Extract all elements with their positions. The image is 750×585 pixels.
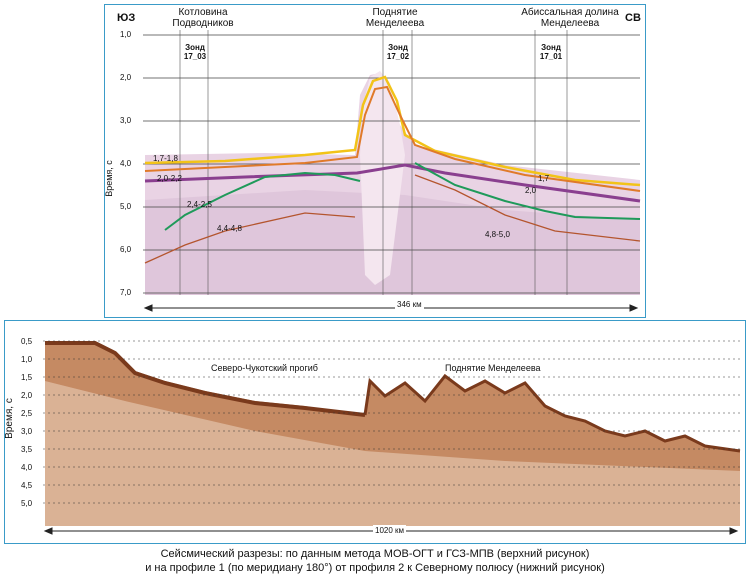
top-gridlines [143, 34, 640, 294]
reflector-brown-right [414, 174, 641, 242]
bottom-y-tick: 1,0 [21, 355, 33, 364]
top-direction-left: ЮЗ [117, 12, 136, 24]
bottom-y-tick: 2,0 [21, 391, 33, 400]
bottom-gridlines [43, 340, 740, 504]
top-y-tick: 3,0 [120, 116, 132, 125]
top-section-graphic [143, 30, 641, 312]
top-y-tick: 2,0 [120, 73, 132, 82]
bottom-y-tick: 3,5 [21, 445, 33, 454]
bottom-y-tick: 5,0 [21, 499, 33, 508]
bottom-seismic-ridges [363, 373, 741, 453]
caption-line-2: и на профиле 1 (по меридиану 180°) от пр… [145, 562, 605, 574]
top-direction-right: СВ [625, 12, 641, 24]
sonde-label-17-02: Зонд 17_02 [386, 43, 410, 61]
region-label-mendeleev-valley: Абиссальная долина Менделеева [521, 7, 619, 29]
velocity-label: 4,8-5,0 [485, 230, 510, 239]
top-distance-arrow [143, 304, 639, 312]
caption-line-1: Сейсмический разрезы: по данным метода М… [160, 548, 590, 560]
top-y-axis-label: Время, с [103, 160, 114, 197]
region-label-podvodnikov: Котловина Подводников [172, 7, 234, 29]
sonde-label-17-03: Зонд 17_03 [183, 43, 207, 61]
reflector-green-right [414, 162, 641, 220]
reflector-orange [144, 85, 641, 192]
top-y-tick: 4,0 [120, 159, 132, 168]
top-distance-label: 346 км [395, 299, 424, 310]
velocity-label: 4,4-4,8 [217, 224, 242, 233]
bottom-y-tick: 3,0 [21, 427, 33, 436]
bottom-y-tick: 2,5 [21, 409, 33, 418]
top-y-tick: 1,0 [120, 30, 132, 39]
bottom-y-tick: 4,5 [21, 481, 33, 490]
bottom-distance-label: 1020 км [373, 525, 407, 536]
top-y-tick: 7,0 [120, 288, 132, 297]
bottom-seismic-deep [45, 381, 740, 526]
region-label-north-chukotka: Северо-Чукотский прогиб [211, 363, 318, 373]
velocity-label: 1,7-1,8 [153, 154, 178, 163]
bottom-seismic-band [45, 341, 366, 417]
region-label-mendeleev-rise-bottom: Поднятие Менделеева [445, 363, 541, 373]
region-label-mendeleev-rise: Поднятие Менделеева [365, 7, 425, 29]
reflector-green [164, 171, 361, 231]
bottom-y-axis-label: Время, с [3, 398, 15, 439]
top-y-tick: 5,0 [120, 202, 132, 211]
figure-caption: Сейсмический разрезы: по данным метода М… [0, 547, 750, 575]
velocity-label: 2,0-2,2 [157, 174, 182, 183]
velocity-label: 1,7 [538, 174, 550, 183]
reflector-brown-deep [144, 212, 356, 264]
top-y-tick: 6,0 [120, 245, 132, 254]
bottom-seismic-section: Время, с 0,5 1,0 1,5 2,0 2,5 3,0 3,5 4,0… [4, 320, 746, 544]
bottom-section-graphic [43, 340, 741, 535]
bottom-y-tick: 1,5 [21, 373, 33, 382]
bottom-y-tick: 4,0 [21, 463, 33, 472]
top-rise-body [360, 71, 405, 285]
reflector-purple [144, 163, 641, 203]
top-seismic-section: ЮЗ СВ Котловина Подводников Поднятие Менде… [104, 4, 646, 318]
sonde-label-17-01: Зонд 17_01 [539, 43, 563, 61]
reflector-yellow [144, 75, 641, 187]
velocity-label: 2,0 [525, 186, 537, 195]
bottom-y-tick: 0,5 [21, 337, 33, 346]
velocity-label: 2,4-2,5 [187, 200, 212, 209]
